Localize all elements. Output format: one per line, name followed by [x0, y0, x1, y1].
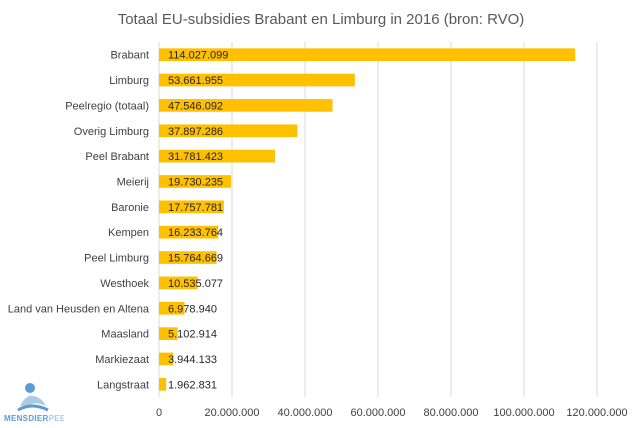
logo-wordmark: MENSDIERPEEL: [4, 414, 64, 423]
data-label: 37.897.286: [168, 126, 223, 138]
bar: [159, 124, 298, 138]
data-label: 1.962.831: [168, 379, 217, 391]
bar: [159, 251, 217, 264]
data-labels: 114.027.099 53.661.955 47.546.092 37.897.28…: [168, 50, 228, 392]
bar: [159, 48, 576, 62]
x-axis-ticks: 0 20.000.000 40.000.000 60.000.000 80.000.00…: [156, 407, 628, 419]
data-label: 114.027.099: [168, 50, 228, 62]
bar: [159, 73, 355, 87]
data-label: 10.535.077: [168, 278, 223, 290]
bars: [159, 48, 576, 391]
data-label: 31.781.423: [168, 151, 223, 163]
logo-figure-icon: [17, 383, 49, 412]
bar: [159, 327, 178, 340]
data-label: 6.978.940: [168, 303, 217, 315]
data-label: 5.102.914: [168, 329, 217, 341]
category-label: Peelregio (totaal): [65, 100, 149, 112]
x-tick-label: 80.000.000: [423, 407, 478, 419]
category-label: Kempen: [108, 227, 149, 239]
x-tick-label: 40.000.000: [277, 407, 332, 419]
bar: [159, 225, 219, 239]
bar: [159, 175, 232, 188]
data-label: 19.730.235: [168, 176, 223, 188]
category-label: Markiezaat: [95, 354, 149, 366]
category-label: Peel Brabant: [85, 151, 149, 163]
data-label: 53.661.955: [168, 75, 223, 87]
bar: [159, 149, 276, 163]
logo-text-peel: PEEL: [49, 414, 64, 423]
x-tick-label: 60.000.000: [350, 407, 405, 419]
x-tick-label: 120.000.000: [566, 407, 627, 419]
bar: [159, 301, 185, 315]
category-label: Land van Heusden en Altena: [8, 303, 150, 315]
x-tick-label: 100.000.000: [493, 407, 554, 419]
category-label: Overig Limburg: [74, 126, 149, 138]
x-tick-label: 0: [156, 407, 162, 419]
category-label: Meierij: [117, 176, 149, 188]
category-label: Brabant: [110, 50, 149, 62]
bar: [159, 352, 174, 366]
bar: [159, 276, 198, 290]
chart-title: Totaal EU-subsidies Brabant en Limburg i…: [118, 11, 525, 28]
category-label: Westhoek: [100, 278, 149, 290]
category-label: Peel Limburg: [84, 253, 149, 265]
x-tick-label: 20.000.000: [204, 407, 259, 419]
category-label: Limburg: [109, 75, 149, 87]
data-label: 16.233.764: [168, 227, 223, 239]
data-label: 47.546.092: [168, 100, 223, 112]
bar: [159, 377, 167, 391]
category-labels: Brabant Limburg Peelregio (totaal) Overig L…: [8, 50, 150, 392]
category-label: Maasland: [101, 329, 149, 341]
bar: [159, 200, 224, 214]
bar: [159, 99, 333, 112]
gridlines: [158, 42, 598, 397]
logo-text-mensdier: MENSDIER: [4, 414, 49, 423]
category-label: Langstraat: [97, 379, 149, 391]
category-label: Baronie: [111, 202, 149, 214]
data-label: 15.764.669: [168, 253, 223, 265]
mensdierpeel-logo: MENSDIERPEEL: [4, 383, 64, 423]
data-label: 3.944.133: [168, 354, 217, 366]
data-label: 17.757.781: [168, 202, 223, 214]
